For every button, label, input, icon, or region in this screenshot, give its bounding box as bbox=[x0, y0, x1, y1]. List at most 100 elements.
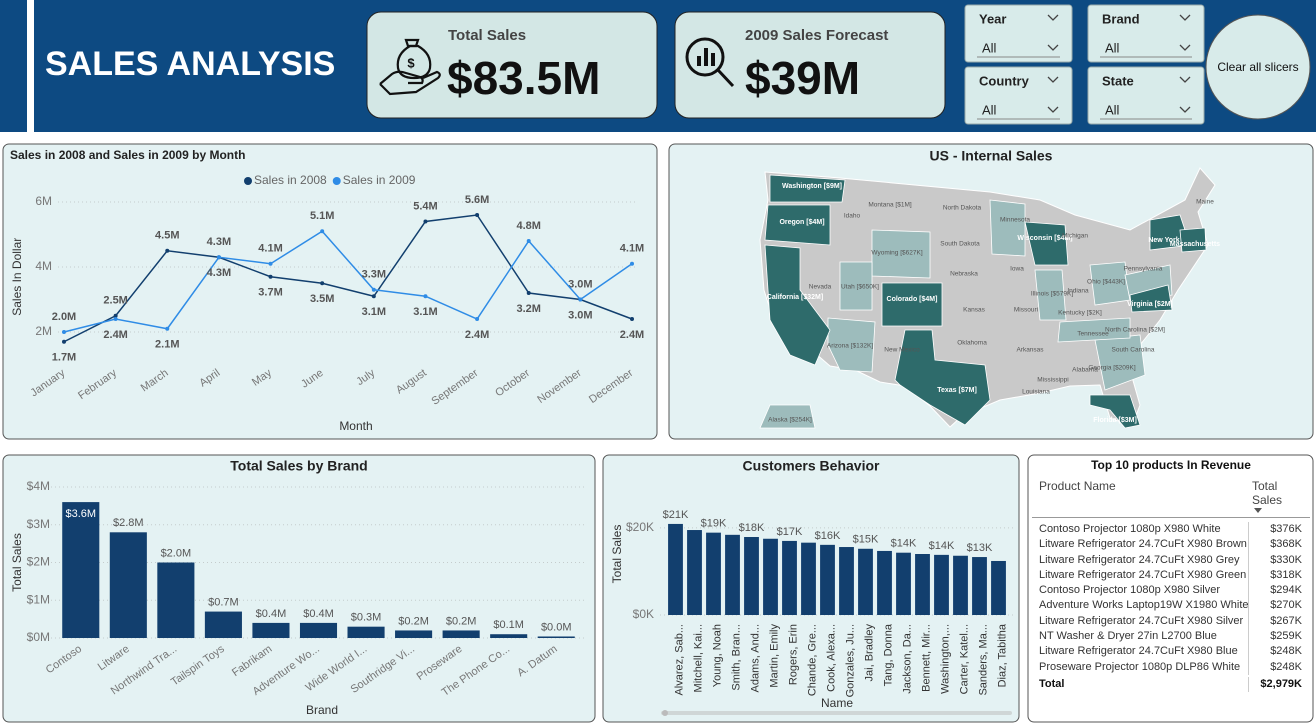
x-axis-title: Month bbox=[339, 419, 372, 433]
state-label: Nebraska bbox=[950, 271, 978, 278]
bar bbox=[204, 611, 242, 638]
data-label: 2.1M bbox=[155, 339, 179, 351]
table-row: Contoso Projector 1080p X980 White $376K bbox=[1032, 522, 1310, 538]
dashboard-title: SALES ANALYSIS bbox=[45, 45, 335, 83]
chevron bbox=[1047, 14, 1059, 21]
search-icon bbox=[685, 37, 735, 88]
data-label: 4.8M bbox=[516, 220, 540, 232]
x-tick-label: Alvarez, Sab... bbox=[673, 624, 685, 696]
bar bbox=[801, 542, 816, 615]
x-tick-label: Smith, Bran... bbox=[730, 624, 742, 691]
bar bbox=[896, 552, 911, 615]
bar bbox=[782, 540, 797, 615]
table-row: Proseware Projector 1080p DLP86 White $24… bbox=[1032, 659, 1310, 675]
table-row: Contoso Projector 1080p X980 Silver $294K bbox=[1032, 583, 1310, 599]
state-label: North Dakota bbox=[943, 205, 982, 212]
state-label: Iowa bbox=[1010, 266, 1024, 273]
table-row: NT Washer & Dryer 27in L2700 Blue $259K bbox=[1032, 629, 1310, 645]
state-label: New Mexico bbox=[884, 347, 920, 354]
bar bbox=[858, 548, 873, 615]
x-axis-title: Name bbox=[821, 696, 853, 710]
slicer[interactable] bbox=[1087, 66, 1205, 125]
state-label: Mississippi bbox=[1037, 377, 1068, 384]
state-label: Idaho bbox=[844, 213, 861, 220]
y-tick-label: $4M bbox=[27, 479, 50, 493]
slicer[interactable] bbox=[964, 66, 1073, 125]
y-tick-label: 2M bbox=[35, 324, 52, 338]
table-row: Adventure Works Laptop19W X1980 White $27… bbox=[1032, 598, 1310, 614]
slicer-label: State bbox=[1102, 73, 1134, 88]
bar bbox=[490, 634, 528, 638]
chevron bbox=[1179, 106, 1191, 113]
bar bbox=[972, 557, 987, 615]
total-value: $2,979K bbox=[1260, 677, 1302, 690]
column-separator bbox=[1248, 552, 1249, 568]
line-point bbox=[216, 255, 221, 260]
clear-button-circle[interactable] bbox=[1205, 14, 1311, 120]
product-name: Contoso Projector 1080p X980 White bbox=[1039, 523, 1221, 535]
line-point bbox=[371, 294, 376, 299]
x-tick-label: Tang, Donna bbox=[882, 623, 894, 686]
column-separator bbox=[1248, 537, 1249, 553]
slicer[interactable] bbox=[1087, 4, 1205, 63]
x-tick-label: Rogers, Erin bbox=[787, 624, 799, 685]
product-sales: $330K bbox=[1270, 553, 1302, 566]
line-point bbox=[62, 330, 66, 334]
y-axis-title: Total Sales bbox=[10, 533, 24, 592]
column-separator bbox=[1248, 613, 1249, 630]
data-label: $17K bbox=[777, 526, 803, 538]
clear-button[interactable]: Clear all slicers bbox=[1217, 60, 1299, 74]
legend-label: Sales in 2008 bbox=[254, 173, 327, 187]
data-label: 4.3M bbox=[207, 236, 231, 248]
product-name: Litware Refrigerator 24.7CuFt X980 Green bbox=[1039, 568, 1247, 581]
product-sales: $368K bbox=[1270, 538, 1302, 551]
column-header[interactable]: Total Sales bbox=[1252, 479, 1283, 507]
x-tick-label: Chande, Gre... bbox=[806, 624, 818, 696]
state-label: Oklahoma bbox=[957, 340, 987, 347]
state-label: Utah [$650K] bbox=[841, 284, 879, 291]
state-label: Massachusetts bbox=[1170, 241, 1220, 248]
data-label: 3.0M bbox=[568, 278, 592, 290]
bar bbox=[62, 502, 100, 638]
slicer-label: Brand bbox=[1102, 11, 1140, 26]
x-tick-label: Adams, And... bbox=[749, 624, 761, 692]
line-point bbox=[268, 274, 273, 279]
bar bbox=[763, 538, 778, 615]
product-sales: $318K bbox=[1270, 568, 1302, 581]
state-label: Michigan bbox=[1062, 233, 1088, 240]
legend-marker bbox=[244, 177, 252, 185]
column-separator bbox=[1248, 522, 1249, 538]
state-label: Indiana bbox=[1067, 288, 1089, 295]
product-name: Litware Refrigerator 24.7CuFt X980 Brown bbox=[1039, 538, 1247, 551]
x-tick-label: Sanders, Ma... bbox=[977, 624, 989, 696]
state-label: Illinois [$579K] bbox=[1031, 291, 1073, 298]
x-axis-title: Brand bbox=[306, 703, 338, 717]
y-tick-label: $1M bbox=[27, 592, 50, 606]
line-point bbox=[113, 313, 118, 318]
product-sales: $270K bbox=[1270, 599, 1302, 612]
x-tick-label: Young, Noah bbox=[711, 624, 723, 687]
y-tick-label: $2M bbox=[27, 555, 50, 569]
state-label: Oregon [$4M] bbox=[779, 219, 824, 226]
slicer-value: All bbox=[1105, 102, 1120, 117]
clear-button-box: Clear all slicers bbox=[1217, 60, 1299, 74]
chevron bbox=[1047, 106, 1059, 113]
data-label: $3.6M bbox=[65, 508, 96, 520]
chevron bbox=[1179, 14, 1191, 21]
state-label: Colorado [$4M] bbox=[887, 296, 938, 303]
legend-marker bbox=[332, 177, 341, 185]
column-header[interactable]: Product Name bbox=[1039, 479, 1116, 493]
state-label: North Carolina [$2M] bbox=[1105, 327, 1165, 334]
column-separator bbox=[1248, 629, 1249, 645]
state-label: Louisiana bbox=[1022, 389, 1050, 396]
bar bbox=[395, 630, 433, 638]
state-label: Georgia [$209K] bbox=[1088, 365, 1136, 372]
slicer[interactable] bbox=[964, 4, 1073, 63]
state-label: Ohio [$443K] bbox=[1087, 279, 1125, 286]
product-sales: $294K bbox=[1270, 584, 1302, 597]
data-label: 2.5M bbox=[103, 295, 127, 307]
line-point bbox=[630, 317, 634, 321]
data-label: $19K bbox=[701, 518, 727, 530]
bar bbox=[953, 555, 968, 615]
data-label: 2.4M bbox=[103, 329, 127, 341]
